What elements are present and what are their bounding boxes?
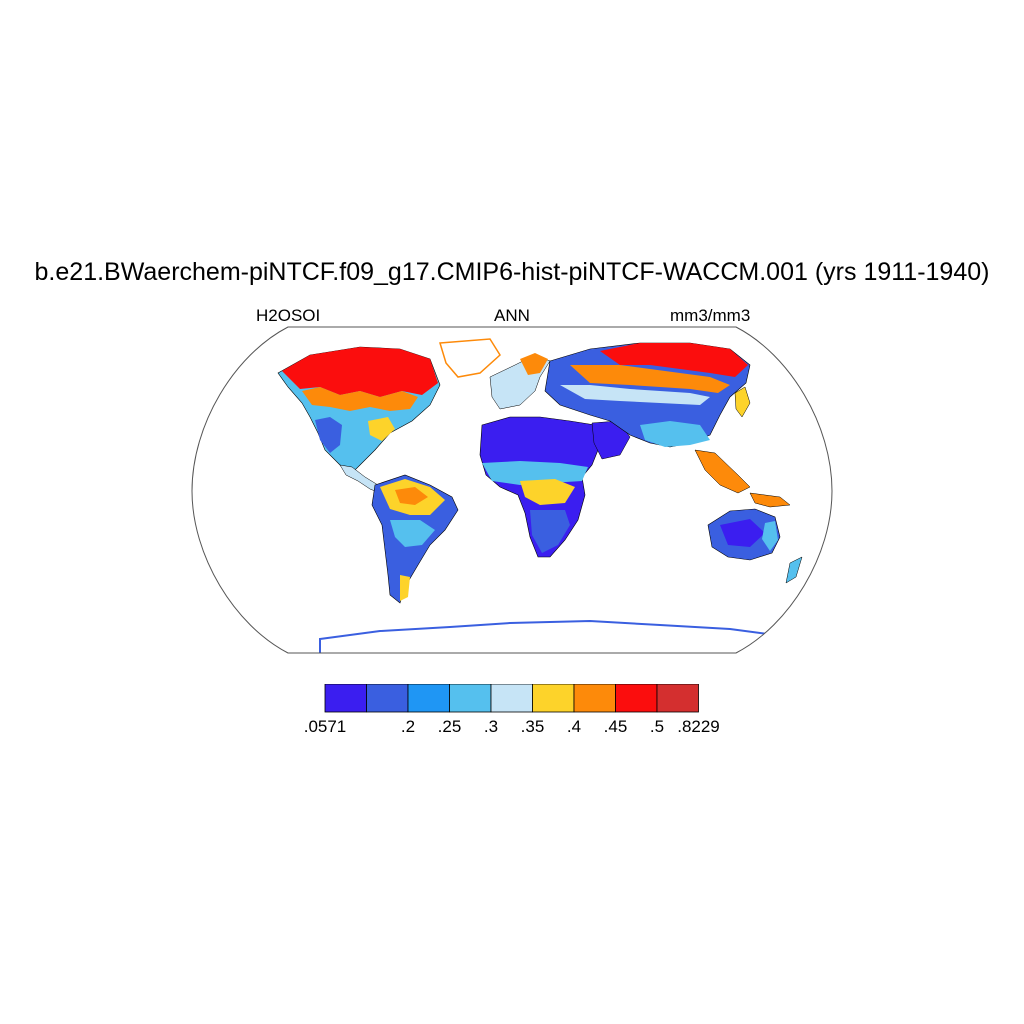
- colorbar-tick-label: .0571: [304, 717, 347, 736]
- colorbar-tick-label: .8229: [677, 717, 720, 736]
- map-boundary: [191, 326, 833, 654]
- canada-orange-band: [302, 387, 418, 411]
- equatorial-africa: [520, 479, 575, 505]
- colorbar-box: [490, 684, 533, 713]
- units-label: mm3/mm3: [670, 306, 751, 325]
- colorbar-box: [407, 684, 450, 713]
- southern-africa: [530, 510, 570, 553]
- siberia-orange: [570, 365, 730, 393]
- colorbar-box: [656, 684, 699, 713]
- colorbar-box: [366, 684, 409, 713]
- colorbar-box: [324, 684, 367, 713]
- plot-title: b.e21.BWaerchem-piNTCF.f09_g17.CMIP6-his…: [34, 258, 990, 286]
- scandinavia: [520, 353, 548, 375]
- central-america: [339, 464, 381, 494]
- canada-high-moisture: [282, 347, 438, 397]
- antarctica: [319, 619, 791, 653]
- colorbar-box: [573, 684, 616, 713]
- siberia-wet: [600, 343, 748, 377]
- colorbar-box: [532, 684, 575, 713]
- australia-east: [762, 521, 778, 551]
- colorbar-tick-label: .25: [438, 717, 462, 736]
- new-zealand: [785, 556, 803, 584]
- australia-interior: [720, 519, 765, 547]
- patagonia: [400, 575, 410, 601]
- us-east: [368, 417, 395, 441]
- japan: [734, 386, 751, 418]
- colorbar-tick-label: .35: [521, 717, 545, 736]
- season-label: ANN: [494, 306, 530, 325]
- colorbar-box: [615, 684, 658, 713]
- soil-moisture-map: [191, 326, 833, 654]
- south-america-mid: [390, 520, 435, 547]
- sahel-band: [482, 461, 588, 485]
- colorbar-tick-label: .2: [401, 717, 415, 736]
- central-asia-light: [560, 385, 710, 405]
- south-asia: [640, 421, 710, 447]
- variable-label: H2OSOI: [256, 306, 321, 325]
- southeast-asia: [694, 449, 751, 494]
- colorbar-tick-label: .4: [567, 717, 581, 736]
- colorbar: .0571 .2 .25 .3 .35 .4 .45 .5 .8229: [304, 684, 720, 736]
- colorbar-box: [449, 684, 492, 713]
- greenland: [439, 338, 501, 378]
- colorbar-tick-label: .3: [484, 717, 498, 736]
- new-guinea: [749, 492, 791, 508]
- colorbar-tick-label: .45: [604, 717, 628, 736]
- us-west-dry: [315, 417, 342, 453]
- amazon-orange: [395, 487, 428, 505]
- colorbar-tick-label: .5: [650, 717, 664, 736]
